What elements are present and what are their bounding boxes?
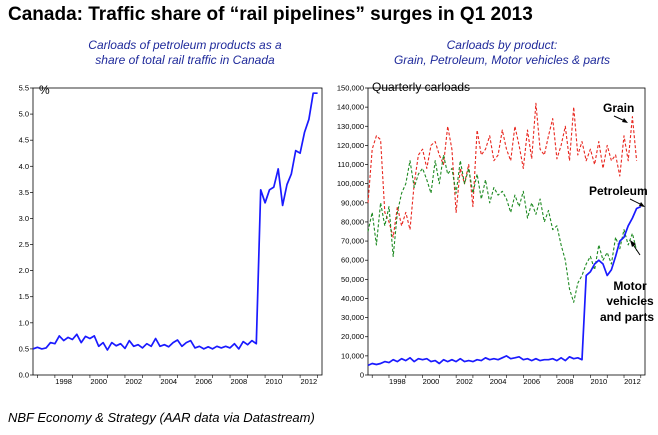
left-xtick-label: 1998 bbox=[55, 377, 72, 386]
annotation-motor: Motor bbox=[613, 279, 647, 293]
left-subtitle-line2: share of total rail traffic in Canada bbox=[95, 53, 275, 67]
right-ytick-label: 30,000 bbox=[341, 313, 364, 322]
right-ytick-label: 10,000 bbox=[341, 351, 364, 360]
right-ytick-label: 50,000 bbox=[341, 275, 364, 284]
left-ytick-label: 1.0 bbox=[19, 318, 29, 327]
left-xtick-label: 2010 bbox=[265, 377, 282, 386]
right-ytick-label: 90,000 bbox=[341, 198, 364, 207]
annotation-and-parts: and parts bbox=[600, 310, 654, 324]
left-xtick-label: 2012 bbox=[301, 377, 318, 386]
right-xtick-label: 2002 bbox=[456, 377, 473, 386]
right-ytick-label: 100,000 bbox=[337, 179, 364, 188]
right-ylabel-carloads: Quarterly carloads bbox=[372, 80, 470, 94]
left-xtick-label: 2004 bbox=[160, 377, 177, 386]
right-xtick-label: 2012 bbox=[624, 377, 641, 386]
left-ytick-label: 0.5 bbox=[19, 344, 29, 353]
right-ytick-label: 60,000 bbox=[341, 256, 364, 265]
annotation-grain: Grain bbox=[603, 101, 634, 115]
left-ytick-label: 3.5 bbox=[19, 188, 29, 197]
right-xtick-label: 2004 bbox=[490, 377, 507, 386]
annotation-petroleum-arrowhead bbox=[639, 202, 645, 207]
right-series-motor-vehicles-and-parts bbox=[367, 154, 638, 303]
right-xtick-label: 2008 bbox=[557, 377, 574, 386]
right-xtick-label: 2010 bbox=[590, 377, 607, 386]
left-xtick-label: 2008 bbox=[230, 377, 247, 386]
annotation-petroleum: Petroleum bbox=[589, 184, 648, 198]
right-series-petroleum bbox=[367, 205, 642, 367]
left-xtick-label: 2006 bbox=[195, 377, 212, 386]
right-ytick-label: 70,000 bbox=[341, 237, 364, 246]
right-plot-frame bbox=[367, 87, 646, 376]
right-ytick-label: 80,000 bbox=[341, 217, 364, 226]
left-xtick-label: 2002 bbox=[125, 377, 142, 386]
left-ytick-label: 2.0 bbox=[19, 266, 29, 275]
right-ytick-label: 0 bbox=[360, 371, 364, 380]
right-ytick-label: 140,000 bbox=[337, 103, 364, 112]
left-subtitle-line1: Carloads of petroleum products as a bbox=[88, 38, 282, 52]
right-xtick-label: 2006 bbox=[523, 377, 540, 386]
left-chart-subtitle: Carloads of petroleum products as a shar… bbox=[40, 38, 330, 68]
left-ytick-label: 4.5 bbox=[19, 136, 29, 145]
right-subtitle-line1: Carloads by product: bbox=[446, 38, 558, 52]
right-ytick-label: 110,000 bbox=[337, 160, 364, 169]
right-xtick-label: 2000 bbox=[423, 377, 440, 386]
source-footer: NBF Economy & Strategy (AAR data via Dat… bbox=[8, 410, 315, 425]
right-ytick-label: 150,000 bbox=[337, 84, 364, 93]
right-ytick-label: 40,000 bbox=[341, 294, 364, 303]
page-title: Canada: Traffic share of “rail pipelines… bbox=[8, 4, 533, 25]
right-xtick-label: 1998 bbox=[389, 377, 406, 386]
left-ytick-label: 5.0 bbox=[19, 110, 29, 119]
left-ytick-label: 5.5 bbox=[19, 84, 29, 93]
right-subtitle-line2: Grain, Petroleum, Motor vehicles & parts bbox=[393, 53, 611, 67]
left-ytick-label: 2.5 bbox=[19, 240, 29, 249]
left-ytick-label: 0.0 bbox=[19, 371, 29, 380]
left-xtick-label: 2000 bbox=[90, 377, 107, 386]
left-ytick-label: 4.0 bbox=[19, 162, 29, 171]
left-plot-frame bbox=[32, 87, 323, 376]
left-ytick-label: 1.5 bbox=[19, 292, 29, 301]
right-ytick-label: 130,000 bbox=[337, 122, 364, 131]
annotation-grain-arrowhead bbox=[622, 118, 628, 123]
annotation-motor-arrowhead bbox=[630, 240, 636, 247]
right-ytick-label: 120,000 bbox=[337, 141, 364, 150]
right-chart-subtitle: Carloads by product: Grain, Petroleum, M… bbox=[352, 38, 652, 68]
left-series-petroleum-share bbox=[32, 92, 318, 351]
right-series-grain bbox=[367, 102, 638, 238]
left-ytick-label: 3.0 bbox=[19, 214, 29, 223]
annotation-vehicles: vehicles bbox=[606, 294, 654, 308]
right-ytick-label: 20,000 bbox=[341, 332, 364, 341]
left-ylabel-percent: % bbox=[39, 83, 50, 97]
